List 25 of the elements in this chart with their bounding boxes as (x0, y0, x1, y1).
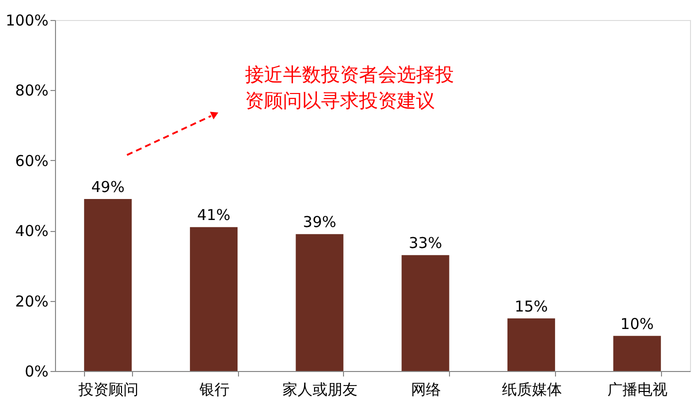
bar (507, 318, 556, 371)
x-tick-label: 家人或朋友 (282, 380, 358, 398)
annotation: 接近半数投资者会选择投资顾问以寻求投资建议 (245, 64, 454, 112)
data-label: 49% (91, 178, 125, 196)
y-tick-label: 100% (6, 12, 48, 30)
x-tick-label: 纸质媒体 (502, 380, 562, 398)
x-tick-label: 投资顾问 (77, 380, 138, 398)
y-tick-label: 80% (15, 82, 48, 100)
bar (190, 227, 238, 371)
data-label: 33% (408, 234, 442, 252)
y-tick-label: 20% (15, 292, 48, 310)
data-label: 41% (197, 206, 230, 224)
bar (296, 234, 344, 371)
bar (402, 255, 450, 371)
bar (613, 336, 661, 371)
x-tick-label: 网络 (410, 380, 441, 398)
bar (84, 199, 132, 371)
y-tick-label: 40% (15, 222, 48, 240)
data-label: 10% (620, 314, 654, 333)
y-tick-label: 60% (15, 152, 48, 170)
data-label: 15% (514, 297, 548, 316)
y-tick-label: 0% (24, 362, 48, 380)
data-label: 39% (302, 213, 336, 232)
x-tick-label: 广播电视 (608, 380, 668, 398)
x-tick-label: 银行 (198, 380, 230, 398)
